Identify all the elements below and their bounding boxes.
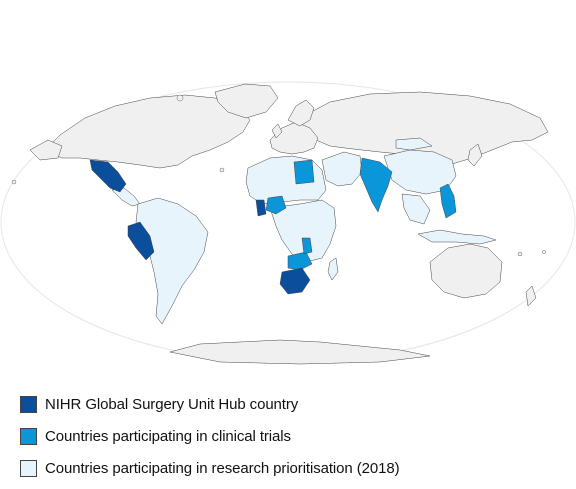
- madagascar: [327, 257, 339, 281]
- central-east-africa: [269, 199, 337, 263]
- ghana: [255, 199, 267, 217]
- nigeria: [265, 195, 287, 215]
- scandinavia: [287, 99, 315, 127]
- zambia-zimbabwe: [287, 251, 313, 271]
- legend-label-hub: NIHR Global Surgery Unit Hub country: [45, 395, 299, 413]
- japan: [467, 143, 483, 167]
- legend: NIHR Global Surgery Unit Hub country Cou…: [20, 393, 400, 489]
- small-islands: [11, 94, 546, 257]
- europe-west: [269, 121, 319, 155]
- south-america: [135, 197, 209, 325]
- peru: [127, 221, 155, 261]
- canada-usa: [44, 94, 251, 169]
- land-trials: [265, 157, 457, 271]
- world-map: [0, 81, 576, 365]
- china: [383, 149, 457, 195]
- new-zealand: [525, 285, 537, 307]
- greenland: [214, 83, 279, 119]
- egypt: [293, 159, 315, 185]
- malawi: [301, 237, 313, 255]
- middle-east: [321, 151, 363, 187]
- legend-item-hub: NIHR Global Surgery Unit Hub country: [20, 393, 399, 415]
- land-other: [29, 83, 549, 365]
- legend-swatch-trials: [20, 427, 37, 445]
- philippines: [439, 183, 457, 219]
- legend-item-prioritisation: Countries participating in research prio…: [20, 457, 400, 479]
- uk: [271, 123, 283, 139]
- legend-label-prioritisation: Countries participating in research prio…: [45, 459, 400, 477]
- legend-swatch-prioritisation: [20, 459, 37, 477]
- legend-swatch-hub: [20, 395, 37, 413]
- south-africa: [279, 267, 311, 295]
- legend-label-trials: Countries participating in clinical tria…: [45, 427, 291, 445]
- southeast-asia: [401, 193, 431, 225]
- australia: [429, 243, 503, 299]
- legend-item-trials: Countries participating in clinical tria…: [20, 425, 399, 447]
- land-hub: [89, 159, 311, 295]
- antarctica: [169, 339, 431, 365]
- mexico: [89, 159, 127, 193]
- india: [359, 157, 393, 213]
- alaska: [29, 139, 63, 161]
- mongolia: [395, 137, 433, 151]
- indonesia: [417, 229, 497, 245]
